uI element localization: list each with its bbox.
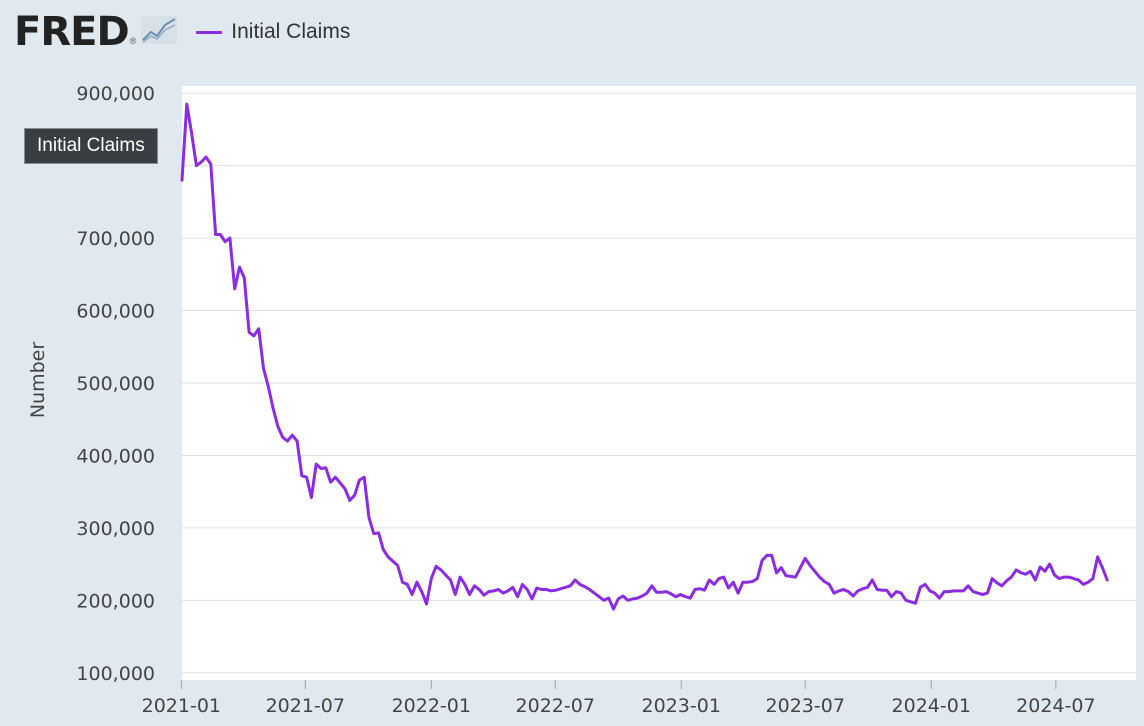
fred-logo[interactable]: FRED <box>14 9 130 55</box>
y-tick-label: 600,000 <box>76 301 155 323</box>
legend-swatch <box>196 30 223 34</box>
registered-mark: ® <box>129 36 137 46</box>
x-tick-label: 2022-07 <box>516 695 595 717</box>
x-tick-label: 2024-07 <box>1016 695 1095 717</box>
y-tick-label: 300,000 <box>76 518 155 540</box>
header: FRED ® Initial Claims <box>14 10 350 54</box>
x-tick-label: 2024-01 <box>892 695 971 717</box>
x-axis: 2021-01 2021-07 2022-01 2022-07 2023-01 2023-… <box>142 680 1096 717</box>
legend[interactable]: Initial Claims <box>196 20 350 44</box>
legend-label: Initial Claims <box>231 20 351 43</box>
y-axis: 100,000 200,000 300,000 400,000 500,000 600,0… <box>76 83 155 685</box>
gridlines <box>182 92 1136 674</box>
x-tick-label: 2023-07 <box>766 695 845 717</box>
x-tick-label: 2023-01 <box>642 695 721 717</box>
x-tick-label: 2021-07 <box>266 695 345 717</box>
y-tick-label: 400,000 <box>76 445 155 467</box>
y-tick-label: 700,000 <box>76 228 155 250</box>
line-graph-icon <box>140 15 178 50</box>
y-tick-label: 200,000 <box>76 590 155 612</box>
tooltip: Initial Claims <box>24 128 158 164</box>
y-axis-label: Number <box>27 342 49 419</box>
x-tick-label: 2022-01 <box>392 695 471 717</box>
x-tick-label: 2021-01 <box>142 695 221 717</box>
y-tick-label: 900,000 <box>76 83 155 105</box>
y-tick-label: 500,000 <box>76 373 155 395</box>
y-tick-label: 100,000 <box>76 663 155 685</box>
series-line-initial-claims[interactable] <box>180 102 1109 611</box>
